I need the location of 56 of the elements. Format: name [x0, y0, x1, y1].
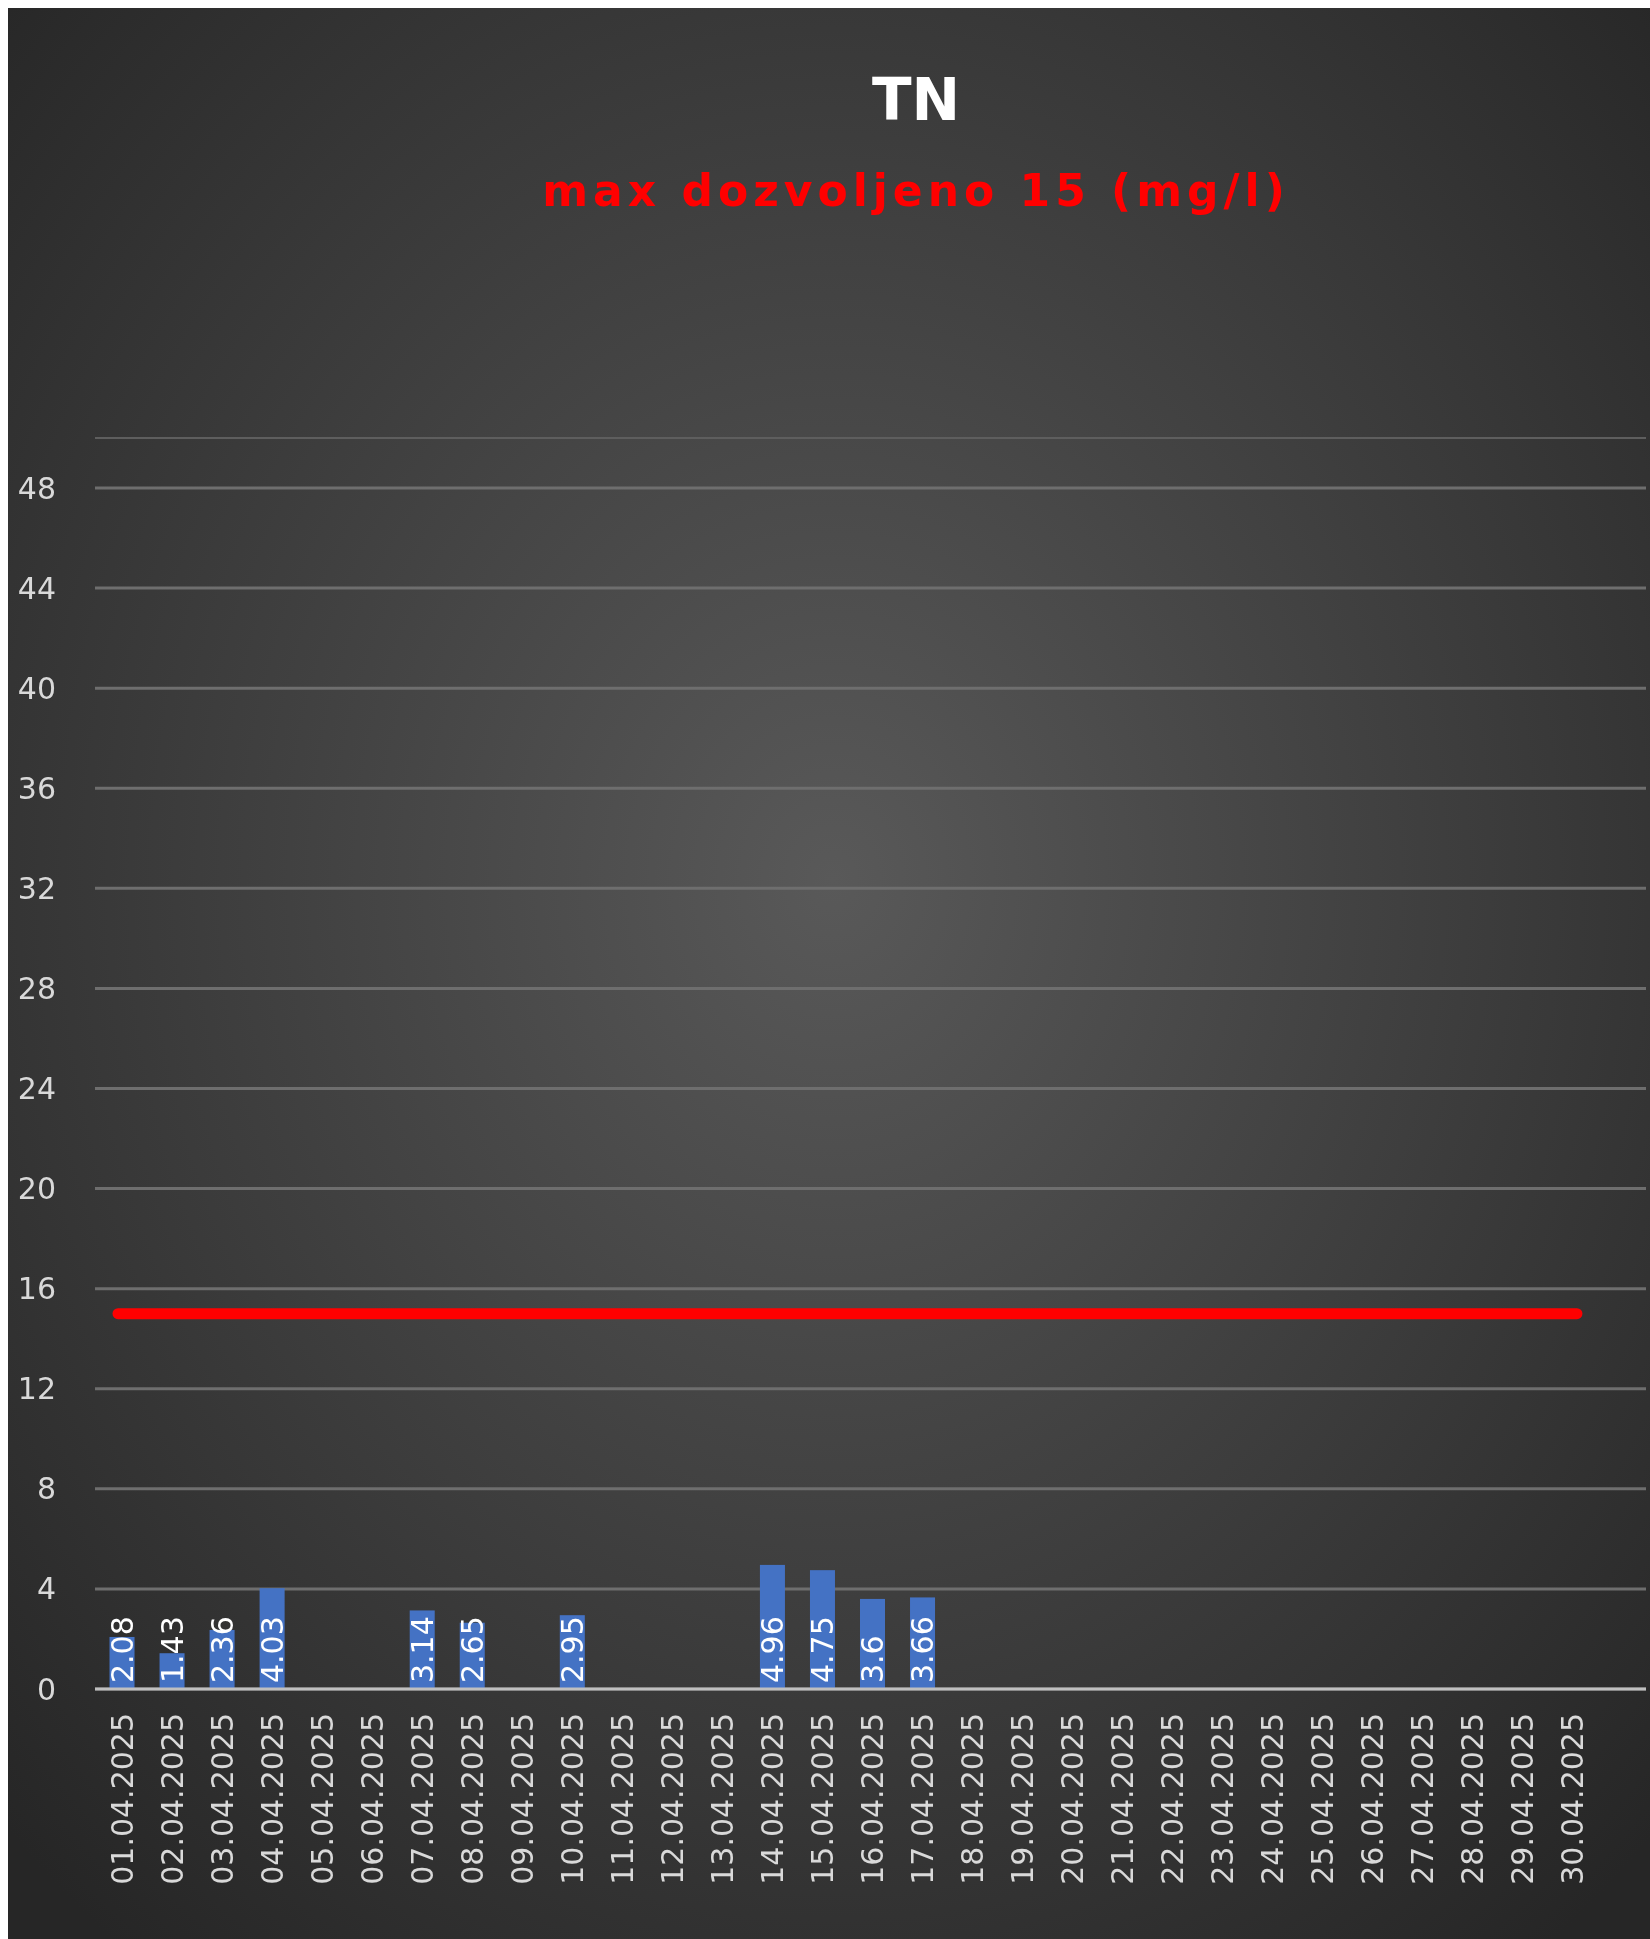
x-tick-label: 17.04.2025 [905, 1713, 941, 1885]
x-tick-label: 14.04.2025 [754, 1713, 790, 1885]
data-label: 3.66 [905, 1616, 941, 1683]
y-tick-label: 36 [17, 770, 56, 806]
x-tick-label: 03.04.2025 [204, 1713, 240, 1885]
y-tick-label: 28 [17, 970, 56, 1006]
data-label: 4.03 [254, 1616, 290, 1683]
x-tick-label: 07.04.2025 [404, 1713, 440, 1885]
x-tick-label: 29.04.2025 [1505, 1713, 1541, 1885]
y-tick-label: 8 [36, 1471, 56, 1507]
x-tick-label: 23.04.2025 [1205, 1713, 1241, 1885]
x-tick-label: 18.04.2025 [955, 1713, 991, 1885]
y-tick-label: 24 [17, 1071, 56, 1107]
data-label: 1.43 [154, 1616, 190, 1683]
data-label: 2.95 [554, 1616, 590, 1683]
data-label: 2.36 [204, 1616, 240, 1683]
x-tick-label: 11.04.2025 [604, 1713, 640, 1885]
y-tick-label: 0 [36, 1671, 56, 1707]
x-tick-label: 20.04.2025 [1055, 1713, 1091, 1885]
y-tick-label: 32 [17, 870, 56, 906]
y-tick-label: 40 [17, 670, 56, 706]
data-label: 2.08 [104, 1616, 140, 1683]
x-tick-label: 30.04.2025 [1555, 1713, 1591, 1885]
x-tick-label: 28.04.2025 [1455, 1713, 1491, 1885]
x-tick-label: 01.04.2025 [104, 1713, 140, 1885]
data-label: 3.6 [855, 1635, 890, 1683]
data-label: 3.14 [404, 1616, 440, 1683]
data-label: 4.96 [754, 1616, 790, 1683]
x-tick-label: 10.04.2025 [554, 1713, 590, 1885]
x-tick-label: 19.04.2025 [1005, 1713, 1041, 1885]
x-tick-label: 26.04.2025 [1355, 1713, 1391, 1885]
x-tick-label: 13.04.2025 [704, 1713, 740, 1885]
x-tick-label: 24.04.2025 [1255, 1713, 1291, 1885]
y-tick-label: 4 [36, 1571, 56, 1607]
x-tick-label: 27.04.2025 [1405, 1713, 1441, 1885]
x-tick-label: 21.04.2025 [1105, 1713, 1141, 1885]
x-tick-label: 15.04.2025 [804, 1713, 840, 1885]
x-tick-label: 09.04.2025 [504, 1713, 540, 1885]
x-tick-label: 08.04.2025 [454, 1713, 490, 1885]
data-label: 4.75 [804, 1616, 840, 1683]
x-tick-label: 12.04.2025 [654, 1713, 690, 1885]
y-tick-label: 20 [17, 1171, 56, 1207]
x-tick-label: 16.04.2025 [855, 1713, 890, 1885]
chart-subtitle: max dozvoljeno 15 (mg/l) [542, 165, 1290, 216]
x-tick-label: 02.04.2025 [154, 1713, 190, 1885]
y-tick-label: 12 [17, 1371, 56, 1407]
chart-title: TN [871, 66, 961, 134]
x-tick-label: 06.04.2025 [354, 1713, 390, 1885]
y-tick-label: 16 [17, 1271, 56, 1307]
data-label: 2.65 [454, 1616, 490, 1683]
x-tick-label: 22.04.2025 [1155, 1713, 1191, 1885]
y-tick-label: 44 [17, 570, 56, 606]
x-tick-label: 25.04.2025 [1305, 1713, 1341, 1885]
y-tick-label: 48 [17, 470, 56, 506]
x-tick-label: 04.04.2025 [254, 1713, 290, 1885]
x-tick-label: 05.04.2025 [304, 1713, 340, 1885]
